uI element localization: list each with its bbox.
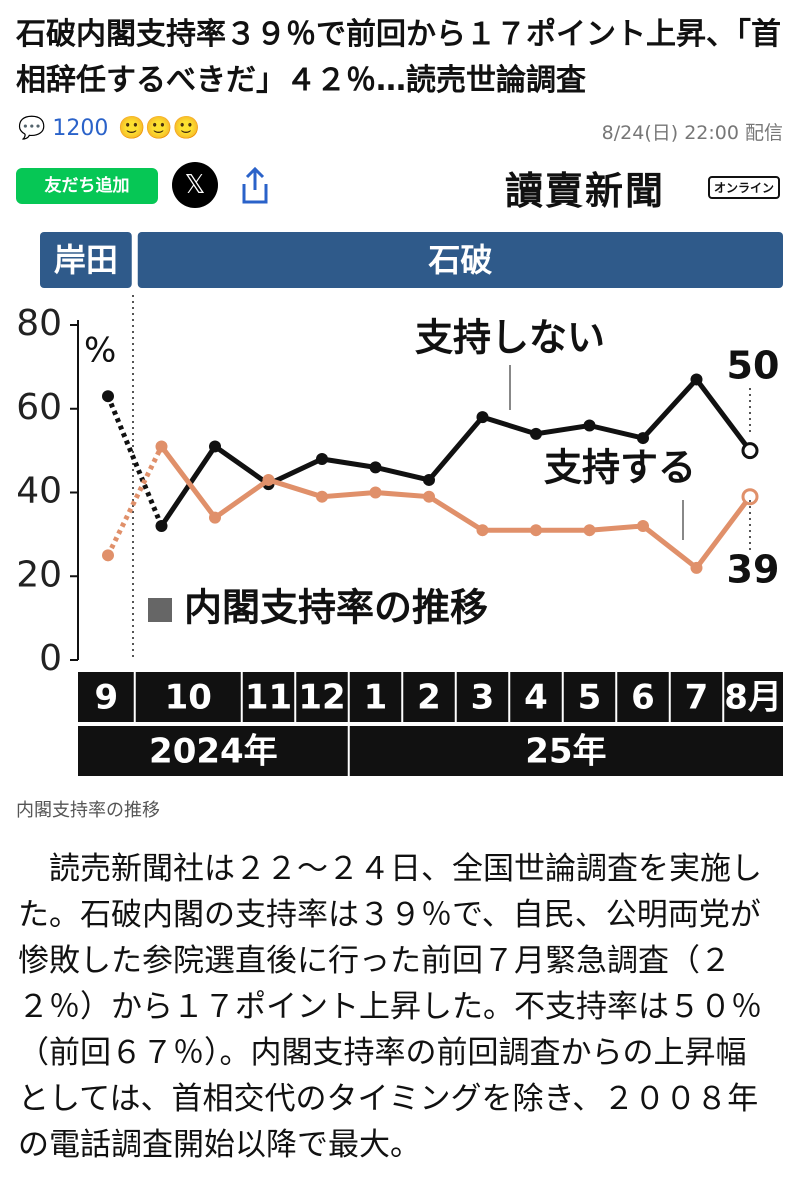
- meta-row: 💬 1200 🙂🙂🙂 8/24(日) 22:00 配信: [18, 114, 783, 148]
- year-label: 2024年: [149, 732, 278, 772]
- publish-date: 8/24(日) 22:00 配信: [601, 122, 783, 144]
- data-point: [530, 524, 542, 537]
- era-label: 石破: [427, 241, 492, 279]
- series-line: [159, 444, 752, 572]
- data-point: [369, 461, 382, 474]
- data-point: [316, 490, 328, 503]
- data-point: [690, 373, 703, 386]
- era-band: [137, 232, 783, 288]
- reaction-icons[interactable]: 🙂🙂🙂: [118, 116, 201, 141]
- month-bar: [78, 672, 783, 722]
- chart-title: 内閣支持率の推移: [184, 586, 488, 630]
- unit-label: %: [84, 331, 116, 371]
- era-band: [40, 232, 132, 288]
- year-label: 25年: [525, 732, 606, 772]
- era-label: 岸田: [54, 241, 118, 279]
- data-point: [209, 511, 221, 524]
- x-share-button[interactable]: 𝕏: [172, 162, 218, 208]
- data-point: [476, 524, 489, 537]
- y-tick-label: 20: [16, 554, 62, 595]
- data-point: [583, 524, 596, 537]
- comment-count[interactable]: 💬 1200: [18, 116, 109, 141]
- x-tick-label: 8月: [724, 678, 782, 718]
- data-point: [155, 440, 168, 453]
- x-tick-label: 1: [364, 678, 388, 718]
- x-tick-label: 4: [524, 678, 548, 718]
- data-point: [637, 432, 649, 445]
- x-tick-label: 10: [165, 678, 212, 718]
- publisher-logo-sub: オンライン: [708, 176, 781, 199]
- data-point: [262, 473, 275, 486]
- data-point: [741, 488, 759, 506]
- y-tick-label: 0: [39, 638, 62, 679]
- x-tick-label: 11: [245, 678, 292, 718]
- y-tick-label: 40: [16, 471, 62, 512]
- x-tick-label: 9: [95, 678, 119, 718]
- data-point: [530, 427, 542, 440]
- series-name: 支持する: [544, 446, 696, 490]
- data-point: [690, 561, 703, 574]
- data-label: 50: [727, 344, 780, 388]
- image-caption: 内閣支持率の推移: [16, 800, 160, 821]
- share-icon[interactable]: [238, 166, 272, 206]
- line-button[interactable]: 友だち追加: [16, 168, 158, 204]
- data-point: [637, 520, 649, 532]
- x-tick-label: 3: [471, 678, 495, 718]
- y-tick-label: 80: [16, 303, 62, 344]
- data-label: 39: [727, 548, 780, 592]
- series-line: [159, 375, 752, 528]
- publisher-logo: 讀賣新聞: [505, 168, 666, 213]
- x-tick-label: 5: [578, 678, 602, 718]
- data-point: [316, 453, 328, 465]
- title-icon: [148, 598, 172, 622]
- y-tick-label: 60: [16, 387, 62, 428]
- data-point: [102, 549, 114, 562]
- headline: 石破内閣支持率３９％で前回から１７ポイント上昇、「首相辞任するべきだ」４２％…読…: [16, 17, 781, 98]
- article-body: 読売新聞社は２２～２４日、全国世論調査を実施した。石破内閣の支持率は３９％で、自…: [18, 851, 762, 1163]
- x-tick-label: 6: [631, 678, 655, 718]
- x-tick-label: 12: [298, 678, 345, 718]
- data-point: [423, 490, 435, 503]
- data-point: [423, 473, 435, 486]
- data-point: [583, 419, 596, 432]
- data-point: [155, 520, 168, 532]
- x-tick-label: 7: [685, 678, 709, 718]
- data-point: [476, 411, 489, 424]
- data-point: [102, 390, 114, 403]
- comment-number: 1200: [52, 116, 109, 141]
- series-name: 支持しない: [415, 316, 605, 360]
- x-tick-label: 2: [417, 678, 441, 718]
- data-point: [741, 442, 759, 460]
- data-point: [209, 440, 221, 453]
- data-point: [369, 486, 382, 499]
- year-bar: [78, 726, 783, 776]
